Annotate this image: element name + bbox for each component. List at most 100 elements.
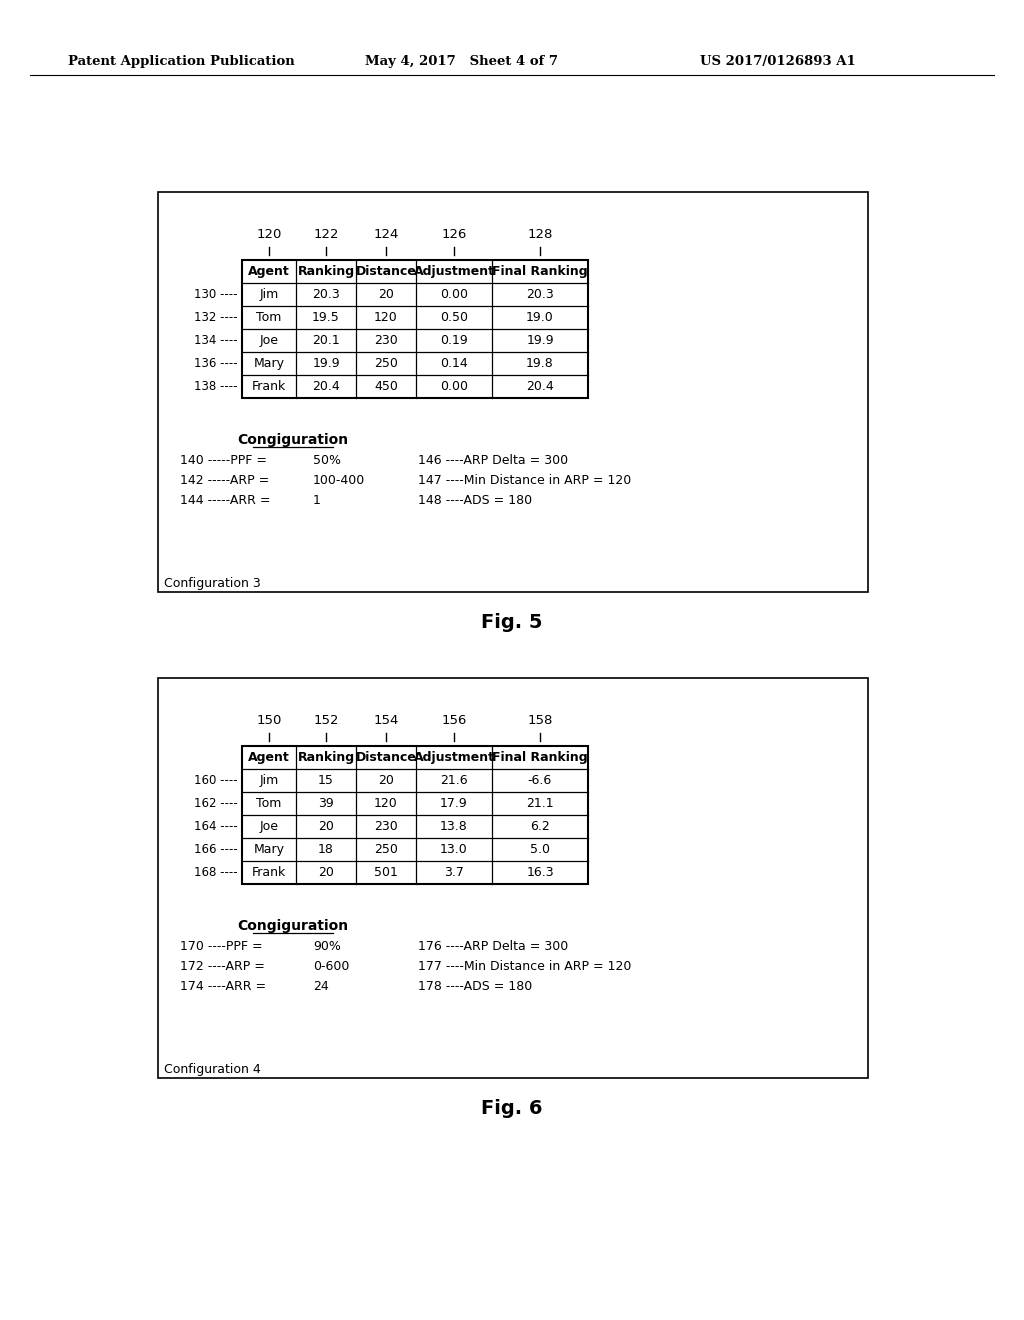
Text: 1: 1 bbox=[313, 494, 321, 507]
Text: Tom: Tom bbox=[256, 312, 282, 323]
Text: -6.6: -6.6 bbox=[528, 774, 552, 787]
Text: 20: 20 bbox=[318, 820, 334, 833]
Text: 158: 158 bbox=[527, 714, 553, 726]
Text: 148 ----ADS = 180: 148 ----ADS = 180 bbox=[418, 494, 532, 507]
Text: 130 ----: 130 ---- bbox=[195, 288, 238, 301]
Text: 13.0: 13.0 bbox=[440, 843, 468, 855]
Text: 250: 250 bbox=[374, 843, 398, 855]
Text: 147 ----Min Distance in ARP = 120: 147 ----Min Distance in ARP = 120 bbox=[418, 474, 631, 487]
Text: 20: 20 bbox=[378, 288, 394, 301]
Text: 154: 154 bbox=[374, 714, 398, 726]
Text: Agent: Agent bbox=[248, 265, 290, 279]
Text: 19.0: 19.0 bbox=[526, 312, 554, 323]
Text: 177 ----Min Distance in ARP = 120: 177 ----Min Distance in ARP = 120 bbox=[418, 960, 632, 973]
Text: 160 ----: 160 ---- bbox=[195, 774, 238, 787]
Text: Configuration 4: Configuration 4 bbox=[164, 1063, 261, 1076]
Text: 50%: 50% bbox=[313, 454, 341, 466]
Text: 126: 126 bbox=[441, 227, 467, 240]
Text: 17.9: 17.9 bbox=[440, 797, 468, 810]
Text: 16.3: 16.3 bbox=[526, 866, 554, 879]
Text: 20.1: 20.1 bbox=[312, 334, 340, 347]
Text: Distance: Distance bbox=[355, 265, 417, 279]
Text: 120: 120 bbox=[256, 227, 282, 240]
Text: Final Ranking: Final Ranking bbox=[493, 265, 588, 279]
Text: Tom: Tom bbox=[256, 797, 282, 810]
Text: 120: 120 bbox=[374, 312, 398, 323]
Text: 134 ----: 134 ---- bbox=[195, 334, 238, 347]
Text: Distance: Distance bbox=[355, 751, 417, 764]
Text: 150: 150 bbox=[256, 714, 282, 726]
Text: 136 ----: 136 ---- bbox=[195, 356, 238, 370]
Text: 164 ----: 164 ---- bbox=[195, 820, 238, 833]
Text: 20: 20 bbox=[318, 866, 334, 879]
Text: 0.00: 0.00 bbox=[440, 288, 468, 301]
Text: Patent Application Publication: Patent Application Publication bbox=[68, 55, 295, 69]
Text: 13.8: 13.8 bbox=[440, 820, 468, 833]
Text: 501: 501 bbox=[374, 866, 398, 879]
Text: 152: 152 bbox=[313, 714, 339, 726]
Text: Congiguration: Congiguration bbox=[238, 919, 348, 933]
Text: 174 ----ARR =: 174 ----ARR = bbox=[180, 979, 266, 993]
Text: 124: 124 bbox=[374, 227, 398, 240]
Text: 138 ----: 138 ---- bbox=[195, 380, 238, 393]
Text: 128: 128 bbox=[527, 227, 553, 240]
Text: Adjustment: Adjustment bbox=[414, 265, 495, 279]
Text: 170 ----PPF =: 170 ----PPF = bbox=[180, 940, 262, 953]
Text: 120: 120 bbox=[374, 797, 398, 810]
Text: 18: 18 bbox=[318, 843, 334, 855]
Text: 146 ----ARP Delta = 300: 146 ----ARP Delta = 300 bbox=[418, 454, 568, 466]
Text: Agent: Agent bbox=[248, 751, 290, 764]
Bar bbox=[158, 191, 868, 591]
Text: Jim: Jim bbox=[259, 288, 279, 301]
Text: Mary: Mary bbox=[254, 843, 285, 855]
Text: 0.14: 0.14 bbox=[440, 356, 468, 370]
Text: 140 -----PPF =: 140 -----PPF = bbox=[180, 454, 267, 466]
Text: Ranking: Ranking bbox=[297, 751, 354, 764]
Text: 450: 450 bbox=[374, 380, 398, 393]
Text: 230: 230 bbox=[374, 334, 398, 347]
Text: US 2017/0126893 A1: US 2017/0126893 A1 bbox=[700, 55, 856, 69]
Text: 168 ----: 168 ---- bbox=[195, 866, 238, 879]
Text: Mary: Mary bbox=[254, 356, 285, 370]
Text: 19.8: 19.8 bbox=[526, 356, 554, 370]
Text: 19.5: 19.5 bbox=[312, 312, 340, 323]
Text: 20.3: 20.3 bbox=[312, 288, 340, 301]
Text: Joe: Joe bbox=[259, 820, 279, 833]
Text: Jim: Jim bbox=[259, 774, 279, 787]
Text: 0.50: 0.50 bbox=[440, 312, 468, 323]
Text: 0.00: 0.00 bbox=[440, 380, 468, 393]
Text: 166 ----: 166 ---- bbox=[195, 843, 238, 855]
Text: 100-400: 100-400 bbox=[313, 474, 366, 487]
Text: 132 ----: 132 ---- bbox=[195, 312, 238, 323]
Text: 6.2: 6.2 bbox=[530, 820, 550, 833]
Bar bbox=[242, 746, 588, 884]
Text: 250: 250 bbox=[374, 356, 398, 370]
Text: Configuration 3: Configuration 3 bbox=[164, 577, 261, 590]
Text: 230: 230 bbox=[374, 820, 398, 833]
Text: Congiguration: Congiguration bbox=[238, 433, 348, 447]
Text: 5.0: 5.0 bbox=[530, 843, 550, 855]
Text: Fig. 6: Fig. 6 bbox=[481, 1098, 543, 1118]
Text: 144 -----ARR =: 144 -----ARR = bbox=[180, 494, 270, 507]
Bar bbox=[158, 678, 868, 1078]
Text: 39: 39 bbox=[318, 797, 334, 810]
Text: 21.1: 21.1 bbox=[526, 797, 554, 810]
Text: May 4, 2017   Sheet 4 of 7: May 4, 2017 Sheet 4 of 7 bbox=[365, 55, 558, 69]
Text: 0.19: 0.19 bbox=[440, 334, 468, 347]
Text: 19.9: 19.9 bbox=[312, 356, 340, 370]
Text: 142 -----ARP =: 142 -----ARP = bbox=[180, 474, 269, 487]
Text: 3.7: 3.7 bbox=[444, 866, 464, 879]
Text: 178 ----ADS = 180: 178 ----ADS = 180 bbox=[418, 979, 532, 993]
Text: 156: 156 bbox=[441, 714, 467, 726]
Text: 90%: 90% bbox=[313, 940, 341, 953]
Text: Frank: Frank bbox=[252, 380, 286, 393]
Text: Final Ranking: Final Ranking bbox=[493, 751, 588, 764]
Text: 21.6: 21.6 bbox=[440, 774, 468, 787]
Bar bbox=[242, 260, 588, 399]
Text: 162 ----: 162 ---- bbox=[195, 797, 238, 810]
Text: 20: 20 bbox=[378, 774, 394, 787]
Text: 19.9: 19.9 bbox=[526, 334, 554, 347]
Text: Ranking: Ranking bbox=[297, 265, 354, 279]
Text: 176 ----ARP Delta = 300: 176 ----ARP Delta = 300 bbox=[418, 940, 568, 953]
Text: 122: 122 bbox=[313, 227, 339, 240]
